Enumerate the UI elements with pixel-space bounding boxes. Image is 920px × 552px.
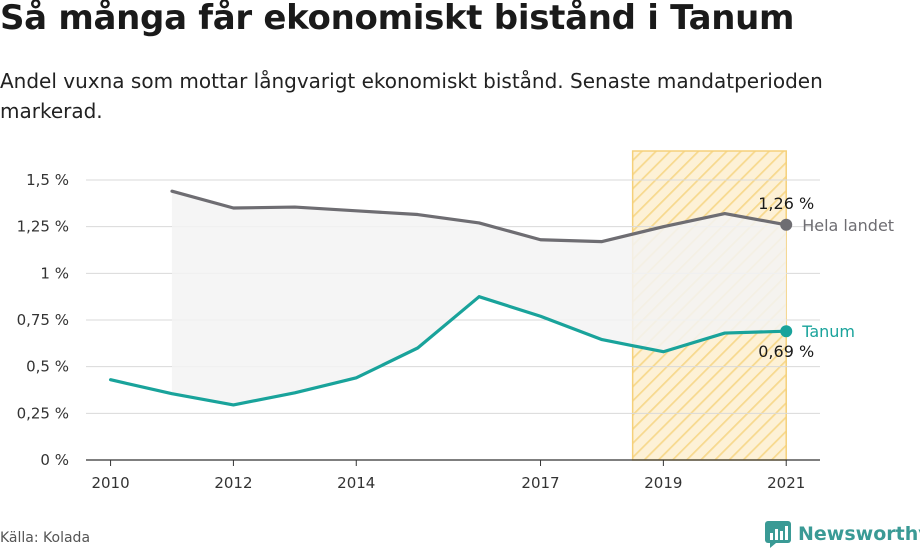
brand-name: Newsworthy: [798, 523, 920, 545]
end-point-hela-landet: [780, 218, 793, 231]
end-value-label-hela-landet: 1,26 %: [758, 194, 814, 213]
chart-subtitle: Andel vuxna som mottar långvarigt ekonom…: [0, 69, 823, 123]
source-text: Källa: Kolada: [0, 530, 91, 546]
y-tick-label: 0,25 %: [17, 404, 69, 422]
x-tick-label: 2012: [214, 474, 252, 492]
x-tick-label: 2021: [767, 474, 805, 492]
end-value-label-tanum: 0,69 %: [758, 342, 814, 361]
y-tick-label: 0,5 %: [26, 358, 69, 376]
series-label-tanum: Tanum: [801, 322, 855, 341]
chart-title: Så många får ekonomiskt bistånd i Tanum: [0, 0, 795, 38]
x-tick-label: 2019: [644, 474, 682, 492]
y-tick-label: 0,75 %: [17, 311, 69, 329]
y-tick-label: 1,5 %: [26, 171, 69, 189]
series-line-hela-landet: [170, 189, 788, 244]
y-tick-label: 1,25 %: [17, 218, 69, 236]
x-tick-label: 2017: [521, 474, 559, 492]
x-tick-label: 2010: [91, 474, 129, 492]
end-point-tanum: [780, 325, 793, 338]
gap-area: [171, 191, 787, 405]
y-tick-label: 0 %: [40, 451, 69, 469]
y-tick-label: 1 %: [40, 264, 69, 282]
series-label-hela-landet: Hela landet: [802, 216, 894, 235]
brand-logo: Newsworthy: [764, 520, 920, 548]
series-line-tanum: [108, 295, 788, 407]
x-tick-label: 2014: [337, 474, 375, 492]
newsworthy-logo-icon: [765, 521, 791, 548]
